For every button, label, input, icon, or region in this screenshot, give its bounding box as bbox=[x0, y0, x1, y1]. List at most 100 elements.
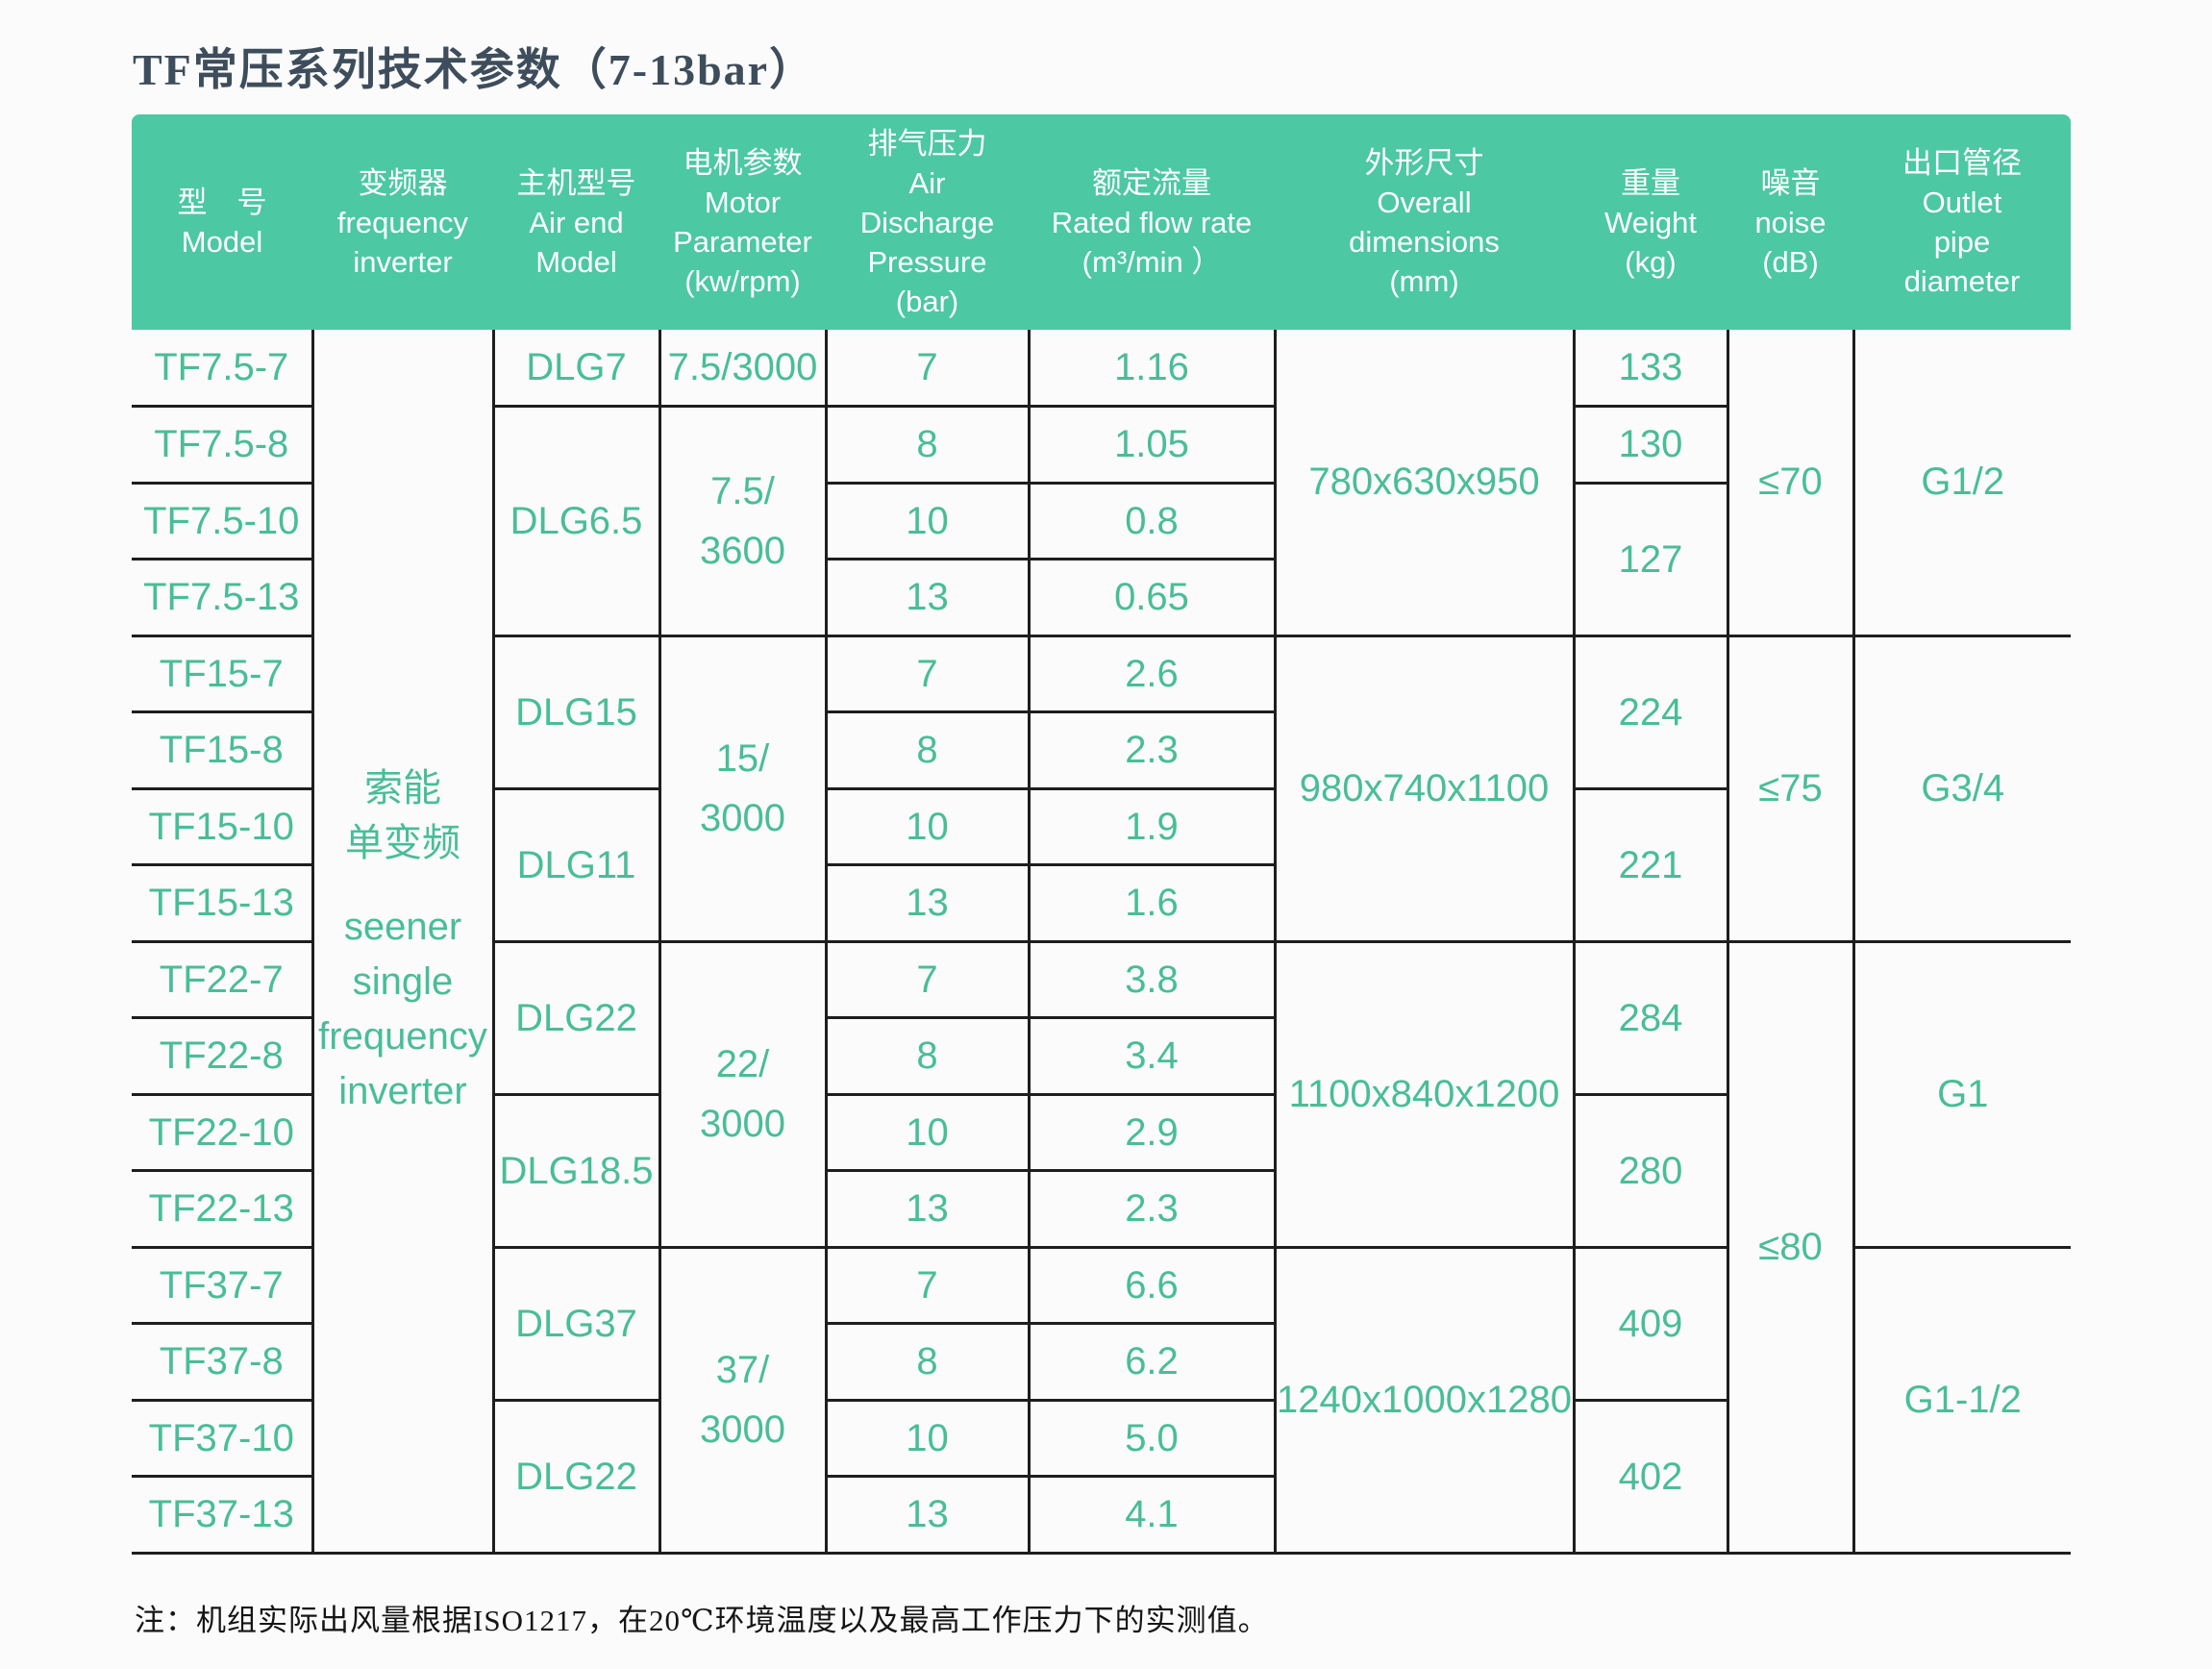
column-header-model: 型 号 Model bbox=[132, 114, 312, 330]
cell-pressure: 8 bbox=[824, 1322, 1031, 1402]
cell-pressure: 7 bbox=[824, 939, 1031, 1019]
table-row: TF22-13 13 2.3 bbox=[132, 1169, 2071, 1249]
cell-model: TF7.5-8 bbox=[132, 405, 314, 485]
cell-pressure: 10 bbox=[824, 1398, 1031, 1478]
cell-pressure: 13 bbox=[824, 863, 1031, 943]
cell-model: TF22-7 bbox=[132, 939, 314, 1019]
cell-noise: ≤70 bbox=[1726, 330, 1855, 637]
table-row: TF15-10 DLG11 10 1.9 221 bbox=[132, 786, 2071, 943]
cell-model: TF22-10 bbox=[132, 1092, 314, 1172]
cell-flow: 6.6 bbox=[1027, 1245, 1277, 1325]
cell-flow: 3.4 bbox=[1027, 1016, 1277, 1096]
cell-outlet: G1-1/2 bbox=[1852, 1245, 2071, 1555]
cell-weight: 133 bbox=[1572, 330, 1729, 408]
cell-flow: 3.8 bbox=[1027, 939, 1277, 1019]
table-row: TF15-8 8 2.3 bbox=[132, 710, 2071, 790]
cell-weight: 409 bbox=[1572, 1245, 1729, 1402]
cell-dimensions: 780x630x950 bbox=[1273, 330, 1576, 637]
cell-airend: DLG18.5 bbox=[491, 1092, 661, 1249]
column-header-outlet: 出口管径 Outlet pipe diameter bbox=[1853, 114, 2071, 330]
cell-model: TF37-13 bbox=[132, 1475, 314, 1555]
cell-weight: 221 bbox=[1572, 786, 1729, 943]
cell-model: TF37-8 bbox=[132, 1322, 314, 1402]
header-row: 型 号 Model 变频器 frequency inverter 主机型号 Air end M… bbox=[132, 114, 2071, 330]
cell-pressure: 7 bbox=[824, 634, 1031, 713]
column-header-dimensions: 外形尺寸 Overall dimensions (mm) bbox=[1275, 114, 1574, 330]
cell-motor: 22/3000 bbox=[658, 939, 828, 1249]
cell-outlet: G1/2 bbox=[1852, 330, 2071, 637]
cell-flow: 1.9 bbox=[1027, 786, 1277, 866]
cell-dimensions: 980x740x1100 bbox=[1273, 634, 1576, 943]
cell-motor: 37/3000 bbox=[658, 1245, 828, 1555]
cell-model: TF37-7 bbox=[132, 1245, 314, 1325]
cell-motor: 7.5/3600 bbox=[658, 405, 828, 637]
cell-flow: 2.9 bbox=[1027, 1092, 1277, 1172]
column-header-flow: 额定流量 Rated flow rate (m³/min ） bbox=[1029, 114, 1275, 330]
cell-inverter: 索能 单变频 seener single frequency inverter bbox=[311, 330, 495, 1555]
cell-weight: 224 bbox=[1572, 634, 1729, 790]
table-row: TF7.5-8 DLG6.5 7.5/3600 8 1.05 130 bbox=[132, 405, 2071, 637]
cell-model: TF7.5-10 bbox=[132, 481, 314, 560]
cell-pressure: 8 bbox=[824, 710, 1031, 790]
cell-flow: 2.3 bbox=[1027, 710, 1277, 790]
cell-flow: 5.0 bbox=[1027, 1398, 1277, 1478]
cell-noise: ≤80 bbox=[1726, 939, 1855, 1555]
cell-pressure: 8 bbox=[824, 405, 1031, 485]
table-row: TF22-8 8 3.4 bbox=[132, 1016, 2071, 1096]
cell-flow: 1.16 bbox=[1027, 330, 1277, 408]
cell-flow: 1.05 bbox=[1027, 405, 1277, 485]
cell-airend: DLG37 bbox=[491, 1245, 661, 1402]
cell-weight: 402 bbox=[1572, 1398, 1729, 1555]
cell-dimensions: 1100x840x1200 bbox=[1273, 939, 1576, 1249]
table-row: TF15-7 DLG15 15/3000 7 2.6 980x740x1100 224 ≤75… bbox=[132, 634, 2071, 943]
cell-model: TF22-8 bbox=[132, 1016, 314, 1096]
cell-pressure: 7 bbox=[824, 1245, 1031, 1325]
cell-weight: 280 bbox=[1572, 1092, 1729, 1249]
table-row: TF37-13 13 4.1 bbox=[132, 1475, 2071, 1555]
cell-flow: 4.1 bbox=[1027, 1475, 1277, 1555]
cell-weight: 127 bbox=[1572, 481, 1729, 637]
table-row: TF22-10 DLG18.5 10 2.9 280 bbox=[132, 1092, 2071, 1249]
table-row: TF37-7 DLG37 37/3000 7 6.6 1240x1000x1280 409 G… bbox=[132, 1245, 2071, 1555]
cell-flow: 6.2 bbox=[1027, 1322, 1277, 1402]
table-body: TF7.5-7 索能 单变频 seener single frequency inverte… bbox=[132, 330, 2071, 1555]
cell-model: TF15-7 bbox=[132, 634, 314, 713]
cell-airend: DLG6.5 bbox=[491, 405, 661, 637]
cell-pressure: 13 bbox=[824, 558, 1031, 637]
cell-outlet: G1 bbox=[1852, 939, 2071, 1249]
page-title: TF常压系列技术参数（7-13bar） bbox=[133, 45, 816, 94]
cell-airend: DLG11 bbox=[491, 786, 661, 943]
cell-model: TF37-10 bbox=[132, 1398, 314, 1478]
cell-airend: DLG15 bbox=[491, 634, 661, 790]
cell-motor: 15/3000 bbox=[658, 634, 828, 943]
cell-pressure: 13 bbox=[824, 1475, 1031, 1555]
cell-flow: 0.65 bbox=[1027, 558, 1277, 637]
table-row: TF15-13 13 1.6 bbox=[132, 863, 2071, 943]
spec-table: 型 号 Model 变频器 frequency inverter 主机型号 Air end M… bbox=[132, 114, 2071, 1555]
table-row: TF7.5-10 10 0.8 127 bbox=[132, 481, 2071, 637]
cell-pressure: 10 bbox=[824, 481, 1031, 560]
footnote: 注：机组实际出风量根据ISO1217，在20℃环境温度以及最高工作压力下的实测值… bbox=[135, 1604, 1269, 1637]
cell-pressure: 8 bbox=[824, 1016, 1031, 1096]
cell-model: TF22-13 bbox=[132, 1169, 314, 1249]
cell-dimensions: 1240x1000x1280 bbox=[1273, 1245, 1576, 1555]
cell-pressure: 10 bbox=[824, 786, 1031, 866]
cell-model: TF15-8 bbox=[132, 710, 314, 790]
cell-airend: DLG22 bbox=[491, 939, 661, 1096]
column-header-motor: 电机参数 Motor Parameter (kw/rpm) bbox=[659, 114, 826, 330]
cell-motor: 7.5/3000 bbox=[658, 330, 828, 408]
cell-flow: 1.6 bbox=[1027, 863, 1277, 943]
table-row: TF22-7 DLG22 22/3000 7 3.8 1100x840x1200 284 ≤8… bbox=[132, 939, 2071, 1555]
cell-pressure: 13 bbox=[824, 1169, 1031, 1249]
table-header: 型 号 Model 变频器 frequency inverter 主机型号 Air end M… bbox=[132, 114, 2071, 330]
cell-noise: ≤75 bbox=[1726, 634, 1855, 943]
cell-airend: DLG7 bbox=[491, 330, 661, 408]
cell-outlet: G3/4 bbox=[1852, 634, 2071, 943]
cell-flow: 0.8 bbox=[1027, 481, 1277, 560]
table-row: TF37-8 8 6.2 bbox=[132, 1322, 2071, 1402]
cell-model: TF15-10 bbox=[132, 786, 314, 866]
column-header-inverter: 变频器 frequency inverter bbox=[312, 114, 493, 330]
column-header-weight: 重量 Weight (kg) bbox=[1574, 114, 1727, 330]
table-row: TF7.5-13 13 0.65 bbox=[132, 558, 2071, 637]
